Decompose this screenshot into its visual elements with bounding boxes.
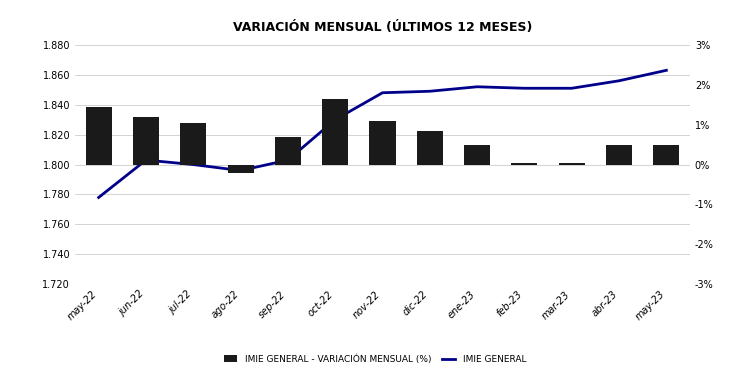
Bar <box>464 145 490 165</box>
Bar <box>370 121 395 165</box>
Bar <box>133 117 159 165</box>
Legend: IMIE GENERAL - VARIACIÓN MENSUAL (%), IMIE GENERAL: IMIE GENERAL - VARIACIÓN MENSUAL (%), IM… <box>220 351 530 368</box>
Title: VARIACIÓN MENSUAL (ÚLTIMOS 12 MESES): VARIACIÓN MENSUAL (ÚLTIMOS 12 MESES) <box>232 21 532 34</box>
Bar <box>653 145 680 165</box>
Bar <box>322 99 348 165</box>
Bar <box>86 107 112 165</box>
Bar <box>559 163 585 165</box>
Bar <box>274 137 301 165</box>
Bar <box>512 163 538 165</box>
Bar <box>417 131 442 165</box>
Bar <box>227 165 254 173</box>
Bar <box>606 145 632 165</box>
Bar <box>180 123 206 165</box>
